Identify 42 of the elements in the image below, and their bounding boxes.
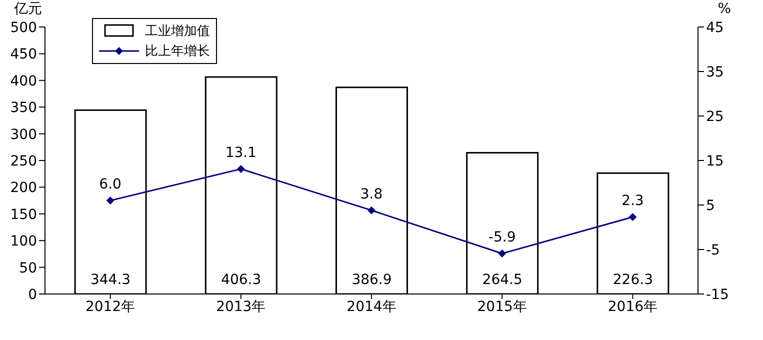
y2-tick-label: 45 [706,20,724,36]
y2-tick-label: -5 [706,242,720,258]
point [106,196,114,205]
y-tick-label: 300 [10,126,37,143]
data-label: 386.9 [352,272,392,288]
data-label: 264.5 [482,272,522,288]
x-tick-label: 2012年 [85,298,136,315]
y2-tick-label: 5 [706,198,715,214]
y2-tick-label: -15 [706,286,729,303]
y2-tick-label: 35 [706,64,724,80]
data-label: 6.0 [99,176,122,193]
point [368,206,376,214]
y2-tick-label: 15 [706,153,724,170]
y2-axis-title: % [718,0,731,17]
y-tick-label: 250 [10,153,37,170]
y2-tick-label: 25 [706,108,724,125]
y-tick-label: 150 [10,206,37,223]
legend-label: 比上年增长 [145,43,210,60]
data-label: 344.3 [90,272,131,288]
data-label: 406.3 [221,272,262,288]
x-tick-label: 2015年 [477,298,527,315]
y-tick-label: 200 [10,180,37,196]
y-tick-label: 350 [10,100,37,116]
y-tick-label: 500 [10,20,37,36]
data-label: 2.3 [622,193,644,210]
y-tick-label: 50 [19,260,37,276]
x-tick-label: 2014年 [346,298,396,315]
data-label: 226.3 [612,272,653,288]
point [236,164,245,173]
y-tick-label: 450 [10,46,37,63]
point [498,250,506,258]
data-label: 13.1 [225,144,256,161]
data-label: 3.8 [360,186,383,202]
legend-label: 工业增加值 [145,23,210,40]
y-axis-title: 亿元 [13,0,42,17]
x-tick-label: 2013年 [216,298,266,315]
y-tick-label: 0 [28,286,37,303]
y-tick-label: 400 [10,73,37,90]
x-tick-label: 2016年 [608,298,658,315]
point [628,213,637,222]
y-tick-label: 100 [10,234,37,250]
data-label: -5.9 [488,230,516,246]
